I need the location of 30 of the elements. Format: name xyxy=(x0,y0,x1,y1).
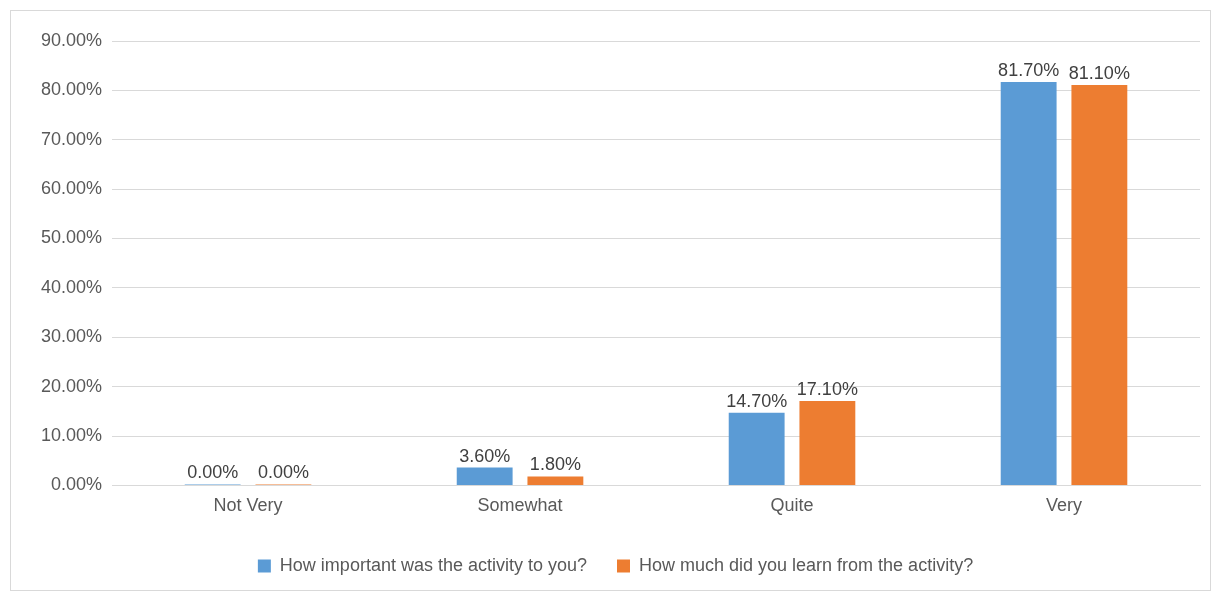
data-label: 81.70% xyxy=(998,59,1060,80)
bar xyxy=(527,476,584,485)
x-tick-label: Somewhat xyxy=(477,495,563,516)
y-tick-label: 0.00% xyxy=(51,474,103,495)
y-tick-label: 10.00% xyxy=(40,424,103,445)
bar xyxy=(1000,81,1057,485)
x-tick-label: Quite xyxy=(770,495,814,516)
bar xyxy=(799,400,856,485)
x-tick-label: Very xyxy=(1045,495,1083,516)
data-label: 14.70% xyxy=(726,390,788,411)
data-label: 3.60% xyxy=(459,445,511,466)
y-tick-label: 70.00% xyxy=(40,128,103,149)
data-label: 0.00% xyxy=(187,462,239,483)
data-label: 81.10% xyxy=(1068,62,1130,83)
x-tick-label: Not Very xyxy=(213,495,283,516)
y-tick-label: 30.00% xyxy=(40,326,103,347)
data-label: 0.00% xyxy=(257,462,309,483)
bar xyxy=(1071,84,1128,485)
data-label: 17.10% xyxy=(796,378,858,399)
legend-label: How much did you learn from the activity? xyxy=(639,554,974,575)
bar xyxy=(728,412,785,485)
y-tick-label: 50.00% xyxy=(40,227,103,248)
y-tick-label: 80.00% xyxy=(40,79,103,100)
y-tick-label: 60.00% xyxy=(40,178,103,199)
y-tick-label: 90.00% xyxy=(40,29,103,50)
data-label: 1.80% xyxy=(529,454,581,475)
legend-label: How important was the activity to you? xyxy=(279,554,587,575)
y-tick-label: 20.00% xyxy=(40,375,103,396)
bar xyxy=(456,467,513,485)
y-tick-label: 40.00% xyxy=(40,276,103,297)
